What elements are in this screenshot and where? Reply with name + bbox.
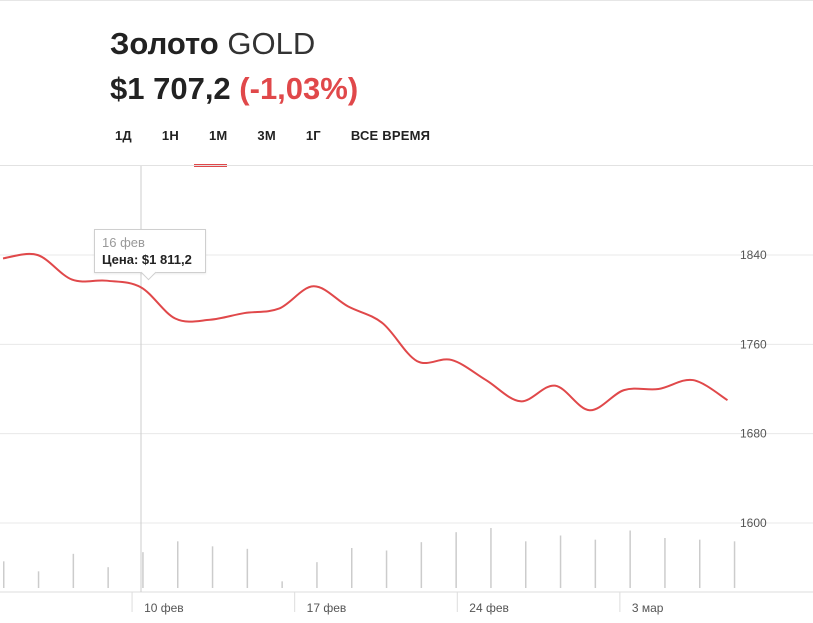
volume-bar (177, 541, 179, 588)
volume-bar (37, 571, 40, 588)
y-tick-label: 1680 (740, 427, 767, 441)
current-price: $1 707,2 (110, 71, 231, 106)
volume-bar (664, 538, 666, 588)
volume-bar (246, 548, 249, 588)
volume-bar (281, 581, 283, 588)
volume-bar (107, 567, 109, 588)
volume-bar (525, 541, 527, 588)
tab-3m[interactable]: 3М (257, 128, 276, 143)
volume-bar (3, 561, 5, 588)
instrument-ticker: GOLD (227, 26, 316, 61)
x-tick-label: 17 фев (307, 601, 347, 615)
x-tick-label: 3 мар (632, 601, 664, 615)
volume-bar (316, 562, 318, 588)
y-tick-label: 1840 (740, 248, 767, 262)
volume-bar (490, 528, 492, 588)
x-tick-label: 10 фев (144, 601, 184, 615)
volume-bar (594, 539, 597, 588)
tooltip-price: Цена: $1 811,2 (102, 251, 205, 269)
volume-bar (455, 532, 457, 588)
period-tabs: 1Д 1Н 1М 3М 1Г ВСЕ ВРЕМЯ (100, 122, 445, 167)
tab-1y[interactable]: 1Г (305, 128, 321, 143)
volume-bar (559, 535, 562, 588)
tab-all-time[interactable]: ВСЕ ВРЕМЯ (350, 128, 431, 143)
volume-bar (733, 541, 736, 588)
tab-1d[interactable]: 1Д (115, 128, 132, 143)
price-line-series (2, 252, 729, 412)
y-tick-label: 1760 (740, 337, 767, 351)
tabs-divider (0, 165, 813, 166)
volume-bar (351, 548, 353, 588)
volume-bar (420, 542, 423, 588)
tab-1w[interactable]: 1Н (161, 128, 179, 143)
volume-bar (72, 553, 75, 588)
tooltip-price-value: $1 811,2 (141, 252, 192, 267)
volume-bar (385, 550, 388, 588)
x-tick-label: 24 фев (469, 601, 509, 615)
instrument-title: Золото GOLD (110, 26, 315, 62)
volume-bar (211, 546, 214, 588)
tooltip-date: 16 фев (102, 235, 145, 250)
tooltip-price-label: Цена: (102, 252, 139, 267)
instrument-name: Золото (110, 26, 219, 61)
y-tick-label: 1600 (740, 516, 767, 530)
price-change: (-1,03%) (239, 71, 359, 106)
volume-bar (699, 539, 701, 588)
price-line: $1 707,2 (-1,03%) (110, 70, 358, 108)
volume-bar (142, 552, 144, 588)
top-divider (0, 0, 813, 1)
volume-bar (629, 530, 631, 588)
